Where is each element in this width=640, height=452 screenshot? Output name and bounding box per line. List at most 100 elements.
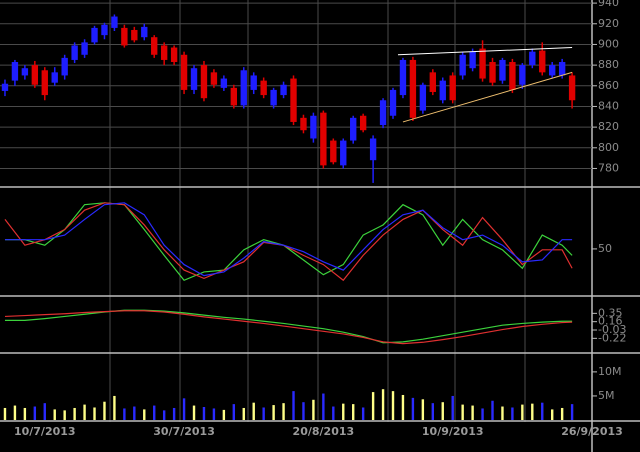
y-tick-label: 50 [598, 242, 612, 255]
volume-bar [381, 389, 385, 420]
candle-body [61, 57, 68, 76]
volume-bar [113, 395, 116, 420]
volume-bar [133, 406, 136, 420]
volume-bar [441, 402, 444, 420]
candle-body [131, 29, 138, 41]
candle-body [359, 115, 367, 131]
volume-bar [43, 403, 46, 420]
volume-bar [23, 407, 27, 420]
candle-body [260, 80, 267, 96]
candle-body [71, 45, 78, 60]
candle-body [469, 51, 476, 69]
series-line [4, 309, 573, 344]
volume-bar [371, 392, 375, 420]
volume-bar [541, 402, 544, 420]
candle-body [240, 70, 247, 106]
volume-bar [451, 395, 454, 420]
volume-bar [123, 408, 126, 420]
trendline [402, 71, 573, 123]
volume-bar [411, 397, 415, 420]
volume-bar [182, 398, 186, 420]
volume-bar [471, 405, 474, 420]
candle-body [369, 138, 377, 161]
y-tick-label: 0.35 [598, 306, 623, 319]
volume-bar [63, 410, 66, 420]
y-tick-label: 900 [598, 37, 619, 50]
candle-body [180, 54, 188, 90]
candle-body [220, 78, 228, 88]
candle-body [499, 59, 506, 81]
y-tick-label: 0.16 [598, 315, 623, 328]
candle-body [439, 80, 446, 101]
y-tick-label: -0.03 [598, 323, 626, 336]
candle-body [111, 16, 118, 28]
y-tick-label: 5M [598, 389, 615, 402]
volume-bar [143, 409, 146, 420]
volume-bar [172, 407, 176, 420]
candle-body [529, 51, 536, 66]
candle-body [141, 26, 148, 38]
candle-body [91, 27, 98, 43]
trendline [397, 47, 573, 56]
volume-bar [352, 404, 355, 420]
series-line [4, 310, 573, 345]
volume-bar [3, 407, 7, 420]
candle-body [300, 117, 307, 131]
y-tick-label: 860 [598, 79, 619, 92]
candle-body [121, 27, 128, 46]
volume-bar [153, 405, 156, 420]
candle-body [31, 65, 39, 85]
volume-bar [302, 402, 305, 420]
candle-body [310, 115, 317, 139]
volume-bar [73, 407, 76, 420]
volume-bar [491, 400, 494, 420]
volume-bar [262, 407, 265, 420]
volume-bar [421, 399, 425, 420]
candle-body [409, 59, 417, 118]
volume-bar [162, 410, 166, 420]
volume-bar [560, 407, 564, 420]
candle-body [459, 54, 466, 76]
y-tick-label: 800 [598, 141, 619, 154]
volume-bar [312, 399, 315, 420]
volume-bar [361, 407, 365, 420]
candle-body [11, 62, 19, 81]
volume-bar [570, 404, 574, 420]
series-line [4, 202, 573, 277]
candle-body [429, 72, 436, 92]
y-tick-label: 780 [598, 161, 619, 174]
volume-bar [232, 404, 236, 420]
volume-bar [93, 407, 96, 420]
x-tick-label: 10/7/2013 [14, 425, 76, 438]
volume-bar [481, 408, 484, 420]
candle-body [489, 62, 496, 83]
volume-bar [322, 393, 325, 420]
candle-body [51, 72, 58, 83]
candle-body [160, 45, 168, 60]
candle-body [151, 37, 158, 55]
volume-bar [501, 406, 504, 420]
volume-bar [33, 406, 37, 420]
volume-bar [222, 409, 226, 420]
y-tick-label: 920 [598, 17, 619, 30]
candle-body [558, 62, 566, 76]
candle-body [350, 117, 357, 141]
candle-body [190, 68, 198, 90]
candle-body [340, 140, 347, 166]
volume-bar [53, 409, 56, 420]
series-line [4, 202, 573, 281]
y-tick-label: 840 [598, 99, 619, 112]
candle-body [549, 65, 556, 76]
candle-body [568, 75, 576, 101]
candle-body [170, 47, 178, 63]
volume-bar [292, 391, 295, 420]
y-tick-label: 10M [598, 365, 622, 378]
volume-bar [192, 405, 196, 420]
x-tick-label: 26/9/2013 [561, 425, 623, 438]
volume-bar [391, 391, 395, 420]
volume-bar [103, 401, 106, 420]
candle-body [81, 42, 88, 55]
volume-bar [212, 408, 216, 420]
